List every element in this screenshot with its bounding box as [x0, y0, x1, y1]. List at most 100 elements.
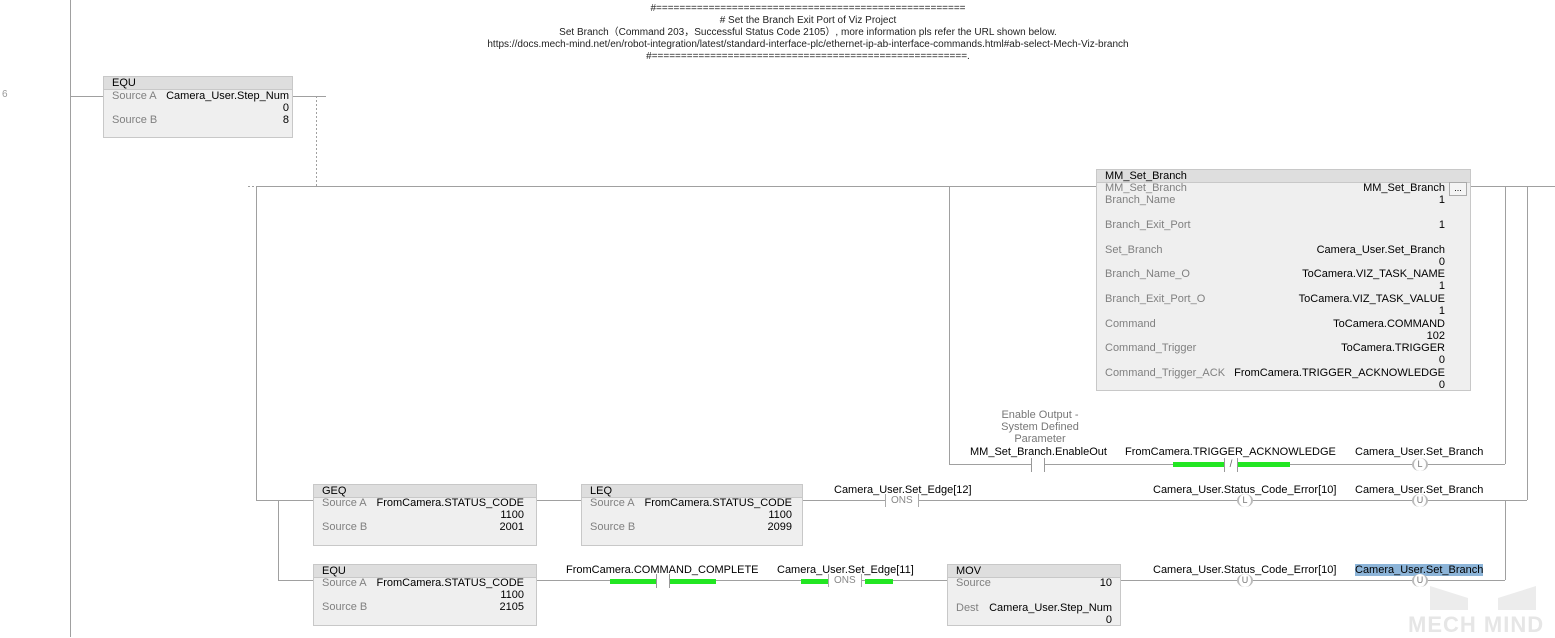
aoi-instance[interactable]: MM_Set_Branch — [1363, 182, 1445, 194]
mech-mind-watermark: MECH MIND — [1408, 612, 1545, 637]
set-branch-coil-tag[interactable]: Camera_User.Set_Branch — [1355, 446, 1484, 458]
aoi-param-name: Branch_Name — [1105, 194, 1176, 206]
source-a-value: 0 — [282, 102, 289, 114]
source-value[interactable]: 10 — [1099, 577, 1112, 589]
aoi-param-name: Branch_Name_O — [1105, 268, 1190, 280]
aoi-param-value[interactable]: 1 — [1438, 219, 1445, 231]
energized-indicator — [1173, 462, 1229, 467]
source-a-value: 1100 — [768, 509, 792, 521]
instruction-type: LEQ — [582, 485, 802, 498]
aoi-param-name: Set_Branch — [1105, 244, 1163, 256]
unlatch-coil[interactable]: U — [1412, 494, 1428, 507]
source-b-label: Source B — [590, 521, 636, 533]
source-a-value: 1100 — [500, 589, 524, 601]
comment-line-3: https://docs.mech-mind.net/en/robot-inte… — [487, 39, 1129, 50]
dest-tag[interactable]: Camera_User.Step_Num — [989, 602, 1112, 614]
ons-instruction[interactable]: ONS — [885, 494, 919, 507]
status-error-tag[interactable]: Camera_User.Status_Code_Error[10] — [1153, 484, 1337, 496]
source-label: Source — [956, 577, 991, 589]
aoi-param-name: Command_Trigger_ACK — [1105, 367, 1226, 379]
aoi-param-value: 1 — [1438, 280, 1445, 292]
instruction-type: EQU — [104, 77, 292, 90]
aoi-title: MM_Set_Branch — [1097, 170, 1470, 183]
ons-11-tag[interactable]: Camera_User.Set_Edge[11] — [777, 564, 914, 576]
energized-indicator — [1237, 462, 1290, 467]
source-a-label: Source A — [112, 90, 157, 102]
ons-12-tag[interactable]: Camera_User.Set_Edge[12] — [834, 484, 972, 496]
source-b-label: Source B — [112, 114, 158, 126]
aoi-param-name: Command — [1105, 318, 1156, 330]
aoi-param-name: Command_Trigger — [1105, 342, 1197, 354]
source-a-tag[interactable]: FromCamera.STATUS_CODE — [376, 577, 524, 589]
desc-line: Parameter — [1014, 433, 1066, 445]
aoi-param-tag[interactable]: FromCamera.TRIGGER_ACKNOWLEDGE — [1234, 367, 1445, 379]
desc-line: Enable Output - — [1001, 409, 1079, 421]
energized-indicator — [610, 579, 658, 584]
aoi-param-value: 0 — [1438, 379, 1445, 391]
source-a-value: 1100 — [500, 509, 524, 521]
geq-instruction[interactable]: GEQ Source A FromCamera.STATUS_CODE 1100… — [313, 484, 537, 546]
instruction-type: MOV — [948, 565, 1120, 578]
rung-number: 6 — [2, 89, 8, 100]
instruction-type: GEQ — [314, 485, 536, 498]
source-a-tag[interactable]: FromCamera.STATUS_CODE — [376, 497, 524, 509]
aoi-param-name: Branch_Exit_Port — [1105, 219, 1191, 231]
source-b-value[interactable]: 2001 — [499, 521, 524, 533]
dest-value: 0 — [1105, 614, 1112, 626]
source-b-label: Source B — [322, 521, 368, 533]
instruction-type: EQU — [314, 565, 536, 578]
latch-coil[interactable]: L — [1412, 458, 1428, 471]
aoi-param-tag[interactable]: Camera_User.Set_Branch — [1316, 244, 1445, 256]
enableout-tag[interactable]: MM_Set_Branch.EnableOut — [970, 446, 1107, 458]
energized-indicator — [865, 579, 893, 584]
source-a-label: Source A — [590, 497, 635, 509]
nc-contact-trigger-ack[interactable]: / — [1224, 458, 1238, 472]
aoi-param-value: 1 — [1438, 305, 1445, 317]
source-a-label: Source A — [322, 577, 367, 589]
equ-step-instruction[interactable]: EQU Source A Camera_User.Step_Num 0 Sour… — [103, 76, 293, 138]
energized-indicator — [801, 579, 829, 584]
latch-coil[interactable]: L — [1237, 494, 1253, 507]
ons-instruction[interactable]: ONS — [828, 574, 862, 587]
set-branch-coil-tag-selected[interactable]: Camera_User.Set_Branch — [1355, 564, 1484, 576]
aoi-param-tag[interactable]: ToCamera.VIZ_TASK_VALUE — [1298, 293, 1445, 305]
energized-indicator — [668, 579, 716, 584]
source-b-label: Source B — [322, 601, 368, 613]
enableout-description: Enable Output - System Defined Parameter — [990, 409, 1090, 445]
no-contact-command-complete[interactable] — [656, 574, 670, 588]
aoi-instance-label: MM_Set_Branch — [1105, 182, 1187, 194]
unlatch-coil[interactable]: U — [1412, 574, 1428, 587]
aoi-param-value: 0 — [1438, 256, 1445, 268]
comment-rule-top: #=======================================… — [650, 3, 966, 14]
mm-set-branch-aoi[interactable]: MM_Set_Branch MM_Set_Branch MM_Set_Branc… — [1096, 169, 1471, 391]
comment-rule-bottom: #=======================================… — [646, 51, 970, 62]
trigger-ack-tag[interactable]: FromCamera.TRIGGER_ACKNOWLEDGE — [1125, 446, 1336, 458]
equ-status-instruction[interactable]: EQU Source A FromCamera.STATUS_CODE 1100… — [313, 564, 537, 626]
aoi-param-value: 102 — [1426, 330, 1445, 342]
dest-label: Dest — [956, 602, 979, 614]
no-contact-enableout[interactable] — [1031, 458, 1045, 472]
aoi-param-value: 0 — [1438, 354, 1445, 366]
mech-mind-logo-icon — [1430, 586, 1536, 610]
aoi-param-name: Branch_Exit_Port_O — [1105, 293, 1206, 305]
source-b-value[interactable]: 8 — [282, 114, 289, 126]
status-error-tag[interactable]: Camera_User.Status_Code_Error[10] — [1153, 564, 1337, 576]
comment-line-2: Set Branch（Command 203，Successful Status… — [559, 27, 1057, 38]
source-a-tag[interactable]: Camera_User.Step_Num — [166, 90, 289, 102]
comment-line-1: # Set the Branch Exit Port of Viz Projec… — [719, 15, 897, 26]
source-a-tag[interactable]: FromCamera.STATUS_CODE — [644, 497, 792, 509]
aoi-param-tag[interactable]: ToCamera.COMMAND — [1333, 318, 1445, 330]
source-b-value[interactable]: 2105 — [499, 601, 524, 613]
set-branch-coil-tag[interactable]: Camera_User.Set_Branch — [1355, 484, 1484, 496]
aoi-properties-button[interactable]: ... — [1449, 182, 1467, 196]
command-complete-tag[interactable]: FromCamera.COMMAND_COMPLETE — [566, 564, 759, 576]
leq-instruction[interactable]: LEQ Source A FromCamera.STATUS_CODE 1100… — [581, 484, 803, 546]
aoi-param-tag[interactable]: ToCamera.TRIGGER — [1341, 342, 1445, 354]
desc-line: System Defined — [1001, 421, 1079, 433]
unlatch-coil[interactable]: U — [1237, 574, 1253, 587]
source-a-label: Source A — [322, 497, 367, 509]
aoi-param-tag[interactable]: ToCamera.VIZ_TASK_NAME — [1302, 268, 1445, 280]
mov-instruction[interactable]: MOV Source 10 Dest Camera_User.Step_Num … — [947, 564, 1121, 626]
source-b-value[interactable]: 2099 — [767, 521, 792, 533]
aoi-param-value[interactable]: 1 — [1438, 194, 1445, 206]
